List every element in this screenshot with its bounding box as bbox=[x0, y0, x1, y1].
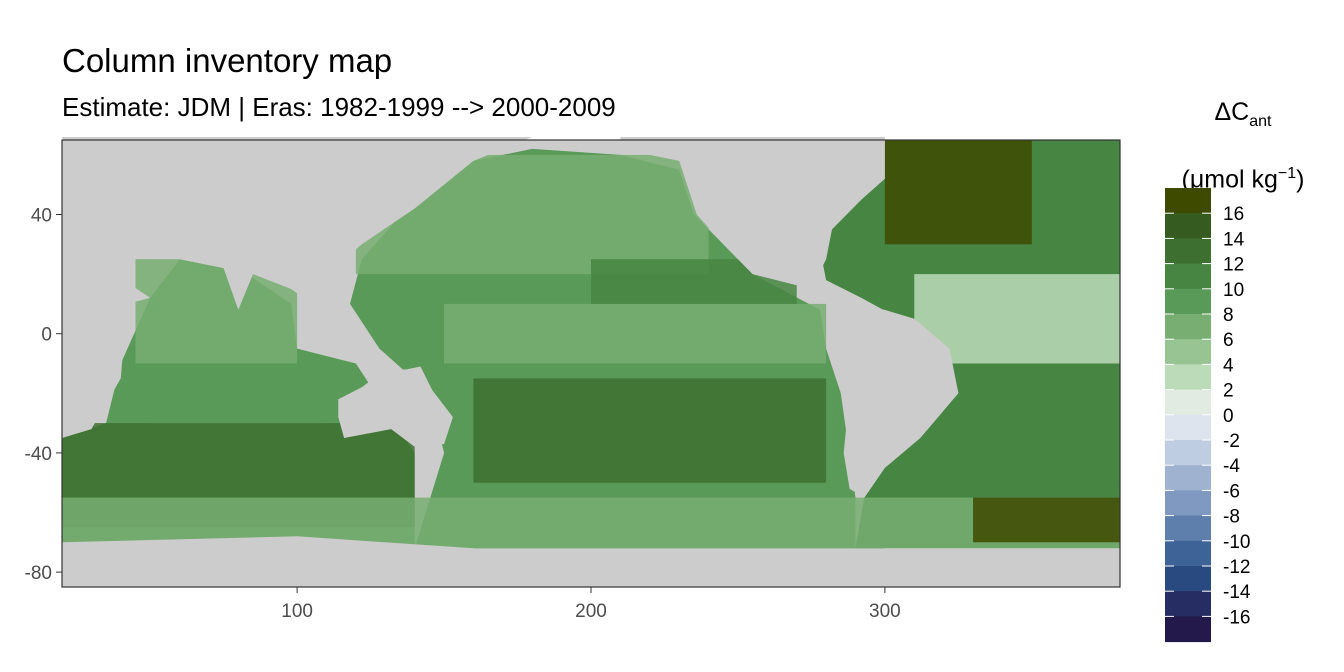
legend-label: 6 bbox=[1223, 330, 1234, 351]
land-antarctica bbox=[62, 536, 1120, 587]
legend-label: 0 bbox=[1223, 406, 1234, 427]
legend-label: -6 bbox=[1223, 481, 1240, 502]
legend-label: -10 bbox=[1223, 532, 1250, 553]
legend-swatch bbox=[1165, 238, 1211, 265]
legend-label: 16 bbox=[1223, 204, 1244, 225]
region-indian-mid bbox=[150, 363, 327, 424]
legend-swatch bbox=[1165, 339, 1211, 365]
legend-swatch bbox=[1165, 364, 1211, 391]
y-tick-label: 0 bbox=[41, 325, 52, 346]
legend-label: 14 bbox=[1223, 229, 1245, 250]
legend-label: -14 bbox=[1223, 582, 1251, 603]
legend-label: -2 bbox=[1223, 431, 1240, 452]
legend-label: -12 bbox=[1223, 557, 1250, 578]
y-tick-label: -40 bbox=[25, 444, 52, 465]
legend-title: ΔCant (μmol kg−1) bbox=[1148, 86, 1338, 205]
legend-swatch bbox=[1165, 490, 1211, 517]
legend-swatch bbox=[1165, 188, 1211, 214]
land-asia bbox=[62, 137, 533, 310]
x-tick-label: 300 bbox=[869, 601, 901, 622]
legend-title-line1: ΔCant bbox=[1214, 98, 1272, 130]
legend-swatch bbox=[1165, 616, 1211, 643]
legend-swatch bbox=[1165, 566, 1211, 592]
land-africa bbox=[62, 238, 151, 438]
land-north-america bbox=[620, 137, 885, 289]
legend-swatch bbox=[1165, 263, 1211, 290]
legend-swatch bbox=[1165, 288, 1211, 315]
legend-label: 2 bbox=[1223, 381, 1234, 402]
legend-label: 10 bbox=[1223, 280, 1244, 301]
legend-swatch bbox=[1165, 540, 1211, 567]
region-atlantic-southeast bbox=[973, 497, 1120, 543]
map-title: Column inventory map bbox=[62, 42, 393, 79]
legend-swatch bbox=[1165, 465, 1211, 491]
legend-label: 12 bbox=[1223, 255, 1244, 276]
legend-swatch bbox=[1165, 389, 1211, 416]
legend-label: -8 bbox=[1223, 507, 1240, 528]
legend-swatch bbox=[1165, 414, 1211, 441]
legend-swatch bbox=[1165, 515, 1211, 542]
legend-swatch bbox=[1165, 591, 1211, 617]
legend-label: 4 bbox=[1223, 355, 1234, 376]
legend-label: -16 bbox=[1223, 607, 1250, 628]
region-pacific-equatorial bbox=[444, 303, 827, 364]
y-tick-label: 40 bbox=[31, 206, 52, 227]
map-subtitle: Estimate: JDM | Eras: 1982-1999 --> 2000… bbox=[62, 92, 616, 122]
x-tick-label: 100 bbox=[281, 601, 313, 622]
region-atlantic-south bbox=[943, 363, 1120, 483]
legend-swatch bbox=[1165, 440, 1211, 466]
legend-label: -4 bbox=[1223, 456, 1240, 477]
y-tick-label: -80 bbox=[25, 563, 52, 584]
x-tick-label: 200 bbox=[575, 601, 607, 622]
region-atlantic-north bbox=[884, 140, 1032, 245]
land-south-america bbox=[832, 303, 959, 498]
land-australia bbox=[338, 366, 453, 447]
legend-title-line2: (μmol kg−1) bbox=[1181, 165, 1305, 194]
legend-swatch bbox=[1165, 213, 1211, 239]
region-pacific-south bbox=[473, 378, 827, 483]
legend-label: 8 bbox=[1223, 305, 1234, 326]
legend-swatch bbox=[1165, 314, 1211, 340]
